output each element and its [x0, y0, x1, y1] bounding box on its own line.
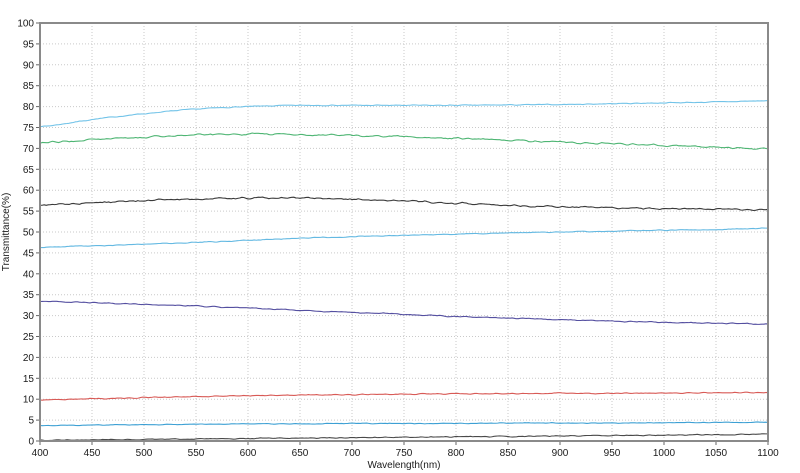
x-tick-label: 900	[552, 448, 569, 459]
x-axis-title: Wavelength(nm)	[368, 460, 441, 471]
y-axis-title: Transmittance(%)	[1, 193, 12, 272]
y-tick-label: 85	[23, 81, 35, 92]
series-line-curve-blue-mid	[39, 227, 769, 249]
x-tick-label: 600	[240, 448, 257, 459]
y-tick-label: 45	[23, 248, 35, 259]
series-line-curve-cyan-low	[39, 421, 769, 427]
x-tick-label: 950	[604, 448, 621, 459]
series-line-curve-dark-low	[39, 433, 768, 442]
y-tick-label: 50	[23, 228, 35, 239]
x-tick-label: 1050	[705, 448, 728, 459]
y-tick-label: 55	[23, 207, 35, 218]
y-tick-label: 80	[23, 102, 35, 113]
y-tick-label: 100	[17, 19, 34, 30]
y-tick-label: 75	[23, 123, 35, 134]
x-tick-label: 700	[344, 448, 361, 459]
y-tick-label: 20	[23, 353, 35, 364]
y-tick-label: 25	[23, 332, 35, 343]
y-tick-label: 65	[23, 165, 35, 176]
y-tick-label: 95	[23, 39, 35, 50]
axis-ticks	[36, 22, 769, 445]
x-tick-label: 1100	[757, 448, 779, 459]
y-tick-label: 90	[23, 60, 35, 71]
series-line-curve-green	[39, 132, 769, 150]
x-tick-label: 500	[136, 448, 153, 459]
y-tick-label: 15	[23, 374, 35, 385]
series-line-curve-dark-gray-mid	[39, 196, 769, 212]
x-tick-label: 400	[32, 448, 49, 459]
x-tick-label: 800	[448, 448, 465, 459]
x-tick-label: 650	[292, 448, 309, 459]
x-tick-label: 850	[500, 448, 517, 459]
x-tick-label: 550	[188, 448, 205, 459]
x-tick-label: 750	[396, 448, 413, 459]
y-tick-label: 60	[23, 186, 35, 197]
grid-lines	[39, 23, 769, 441]
data-series	[39, 100, 769, 442]
x-tick-label: 1000	[653, 448, 676, 459]
series-line-curve-purple	[39, 300, 769, 325]
y-tick-label: 30	[23, 311, 35, 322]
y-tick-label: 35	[23, 290, 35, 301]
plot-frame	[39, 22, 769, 442]
tick-labels: 400 450 500 550 600 650 700 750 800 850 900 950 1000…	[17, 19, 779, 460]
y-tick-label: 70	[23, 144, 35, 155]
y-tick-label: 10	[23, 395, 35, 406]
series-line-curve-red	[39, 391, 769, 401]
y-tick-label: 5	[28, 416, 34, 427]
x-tick-label: 450	[84, 448, 101, 459]
y-tick-label: 0	[28, 437, 34, 448]
y-tick-label: 40	[23, 269, 35, 280]
series-line-curve-light-blue-top	[39, 100, 769, 128]
